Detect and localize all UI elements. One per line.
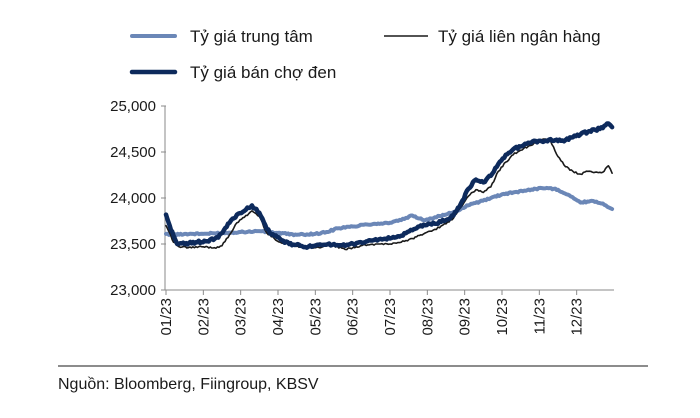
x-tick-label: 11/23 (531, 298, 548, 334)
x-tick-label: 06/23 (345, 298, 362, 336)
y-ticks: 23,000 23,500 24,000 24,500 25,000 (110, 98, 166, 299)
series-line-black-market-rate (163, 121, 615, 250)
series-layer (163, 121, 615, 251)
legend-label-black-market-rate: Tỷ giá bán chợ đen (190, 63, 336, 82)
axes: 23,000 23,500 24,000 24,500 25,000 01/23 02/2… (110, 98, 614, 336)
source-note: Nguồn: Bloomberg, Fiingroup, KBSV (58, 376, 319, 393)
y-tick-label: 24,000 (110, 190, 156, 207)
x-tick-label: 03/23 (233, 298, 250, 336)
y-tick-label: 25,000 (110, 98, 156, 115)
legend-label-interbank-rate: Tỷ giá liên ngân hàng (438, 27, 601, 46)
y-tick-label: 23,000 (110, 282, 156, 299)
x-tick-label: 05/23 (307, 298, 324, 336)
x-ticks: 01/23 02/23 03/23 04/23 05/23 06/23 07/23 08/23… (158, 290, 586, 336)
x-tick-label: 08/23 (419, 298, 436, 336)
y-tick-label: 23,500 (110, 236, 156, 253)
series-line-central-rate (164, 185, 615, 238)
x-tick-label: 07/23 (382, 298, 399, 336)
x-tick-label: 01/23 (158, 298, 175, 336)
y-tick-label: 24,500 (110, 144, 156, 161)
x-tick-label: 10/23 (494, 298, 511, 336)
x-tick-label: 12/23 (569, 298, 586, 336)
x-tick-label: 04/23 (270, 298, 287, 336)
legend: Tỷ giá trung tâm Tỷ giá liên ngân hàng T… (129, 27, 601, 82)
x-tick-label: 09/23 (457, 298, 474, 336)
x-tick-label: 02/23 (195, 298, 212, 336)
legend-label-central-rate: Tỷ giá trung tâm (190, 27, 313, 46)
